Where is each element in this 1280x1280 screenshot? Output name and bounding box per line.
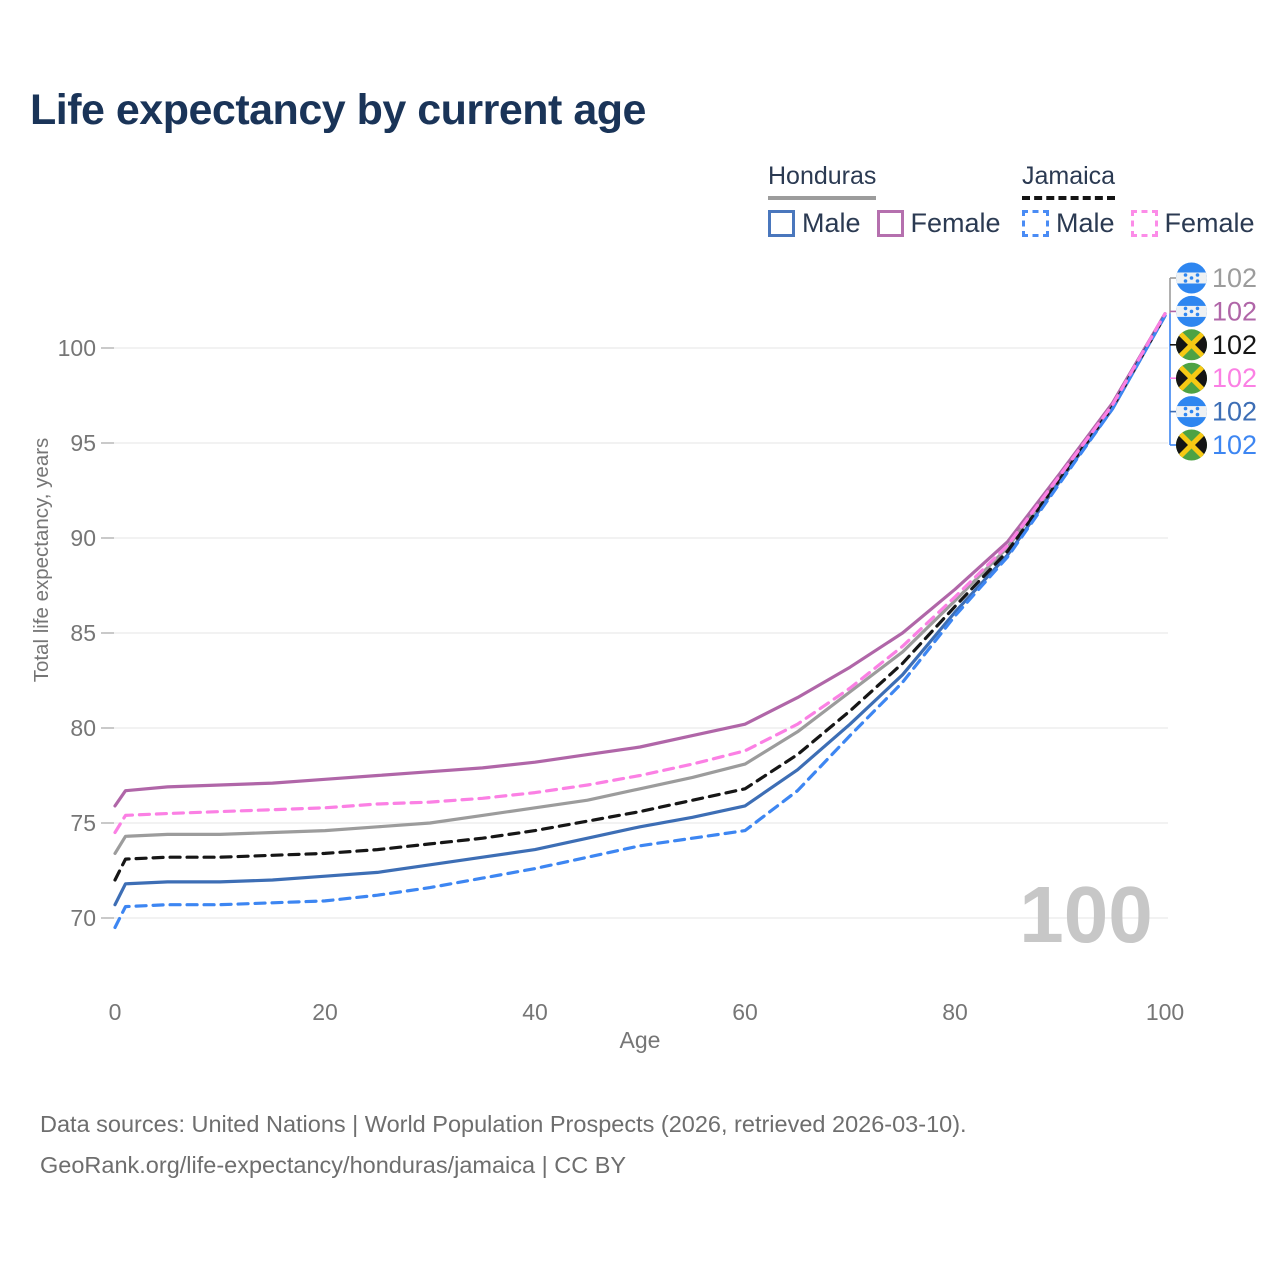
legend-country-label: Honduras: [768, 162, 877, 200]
legend-item-label: Male: [802, 208, 861, 238]
legend: Honduras Male Female Jamaica Male Female: [0, 162, 1280, 252]
jamaica-flag-icon: [1176, 429, 1207, 461]
x-axis: 0 20 40 60 80 100 Age Total life expectancy, ye…: [30, 438, 1184, 1053]
legend-item-label: Female: [1164, 208, 1255, 238]
honduras-flag-icon: [1176, 295, 1207, 327]
series-line-jamaica-female[interactable]: [113, 312, 1167, 835]
series-lines: [113, 312, 1167, 930]
y-grid: 70 75 80 85 90 95 100: [58, 335, 1168, 931]
end-value-label-honduras-total: 102: [1212, 263, 1257, 293]
y-tick-label: 75: [70, 810, 96, 836]
x-tick-label: 60: [732, 999, 758, 1025]
end-value-label-honduras-female: 102: [1212, 296, 1257, 326]
series-line-jamaica-male[interactable]: [113, 314, 1167, 930]
legend-item-honduras-female[interactable]: Female: [876, 208, 1001, 239]
y-tick-label: 95: [70, 430, 96, 456]
x-tick-label: 100: [1146, 999, 1184, 1025]
y-axis-title: Total life expectancy, years: [30, 438, 53, 683]
y-tick-label: 80: [70, 715, 96, 741]
series-line-honduras-female[interactable]: [113, 312, 1167, 808]
footer-attribution: GeoRank.org/life-expectancy/honduras/jam…: [40, 1152, 627, 1178]
legend-swatch-icon: [1130, 210, 1158, 237]
legend-swatch-icon: [768, 210, 795, 237]
y-tick-label: 90: [70, 525, 96, 551]
end-value-label-jamaica-total: 102: [1212, 330, 1257, 360]
end-value-label-jamaica-female: 102: [1212, 363, 1257, 393]
legend-group-honduras: Honduras Male Female: [768, 162, 1001, 239]
end-label-connectors: [1169, 277, 1177, 446]
footer: Data sources: United Nations | World Pop…: [40, 1104, 967, 1186]
x-tick-label: 40: [522, 999, 548, 1025]
x-tick-label: 20: [312, 999, 338, 1025]
legend-item-jamaica-male[interactable]: Male: [1022, 208, 1115, 239]
footer-data-sources: Data sources: United Nations | World Pop…: [40, 1111, 967, 1137]
legend-items: Male Female: [768, 208, 1001, 239]
legend-item-label: Male: [1056, 208, 1115, 238]
x-axis-title: Age: [620, 1027, 661, 1053]
jamaica-flag-icon: [1176, 329, 1207, 361]
legend-item-honduras-male[interactable]: Male: [768, 208, 861, 239]
legend-items: Male Female: [1022, 208, 1255, 239]
page-title: Life expectancy by current age: [30, 86, 646, 134]
x-tick-label: 0: [109, 999, 122, 1025]
age-watermark: 100: [1019, 870, 1152, 959]
end-value-label-jamaica-male: 102: [1212, 430, 1257, 460]
y-tick-label: 85: [70, 620, 96, 646]
end-value-label-honduras-male: 102: [1212, 397, 1257, 427]
legend-country-label: Jamaica: [1022, 162, 1116, 200]
series-line-honduras-total[interactable]: [113, 312, 1167, 856]
legend-swatch-icon: [1022, 210, 1049, 237]
y-tick-label: 70: [70, 905, 96, 931]
legend-item-label: Female: [910, 208, 1001, 238]
legend-group-jamaica: Jamaica Male Female: [1022, 162, 1255, 239]
series-line-jamaica-total[interactable]: [113, 314, 1167, 882]
honduras-flag-icon: [1176, 262, 1207, 294]
jamaica-flag-icon: [1176, 362, 1207, 394]
x-tick-label: 80: [942, 999, 968, 1025]
y-tick-label: 100: [58, 335, 96, 361]
legend-swatch-icon: [876, 210, 904, 237]
legend-item-jamaica-female[interactable]: Female: [1130, 208, 1255, 239]
honduras-flag-icon: [1176, 396, 1207, 428]
series-line-honduras-male[interactable]: [113, 314, 1167, 907]
